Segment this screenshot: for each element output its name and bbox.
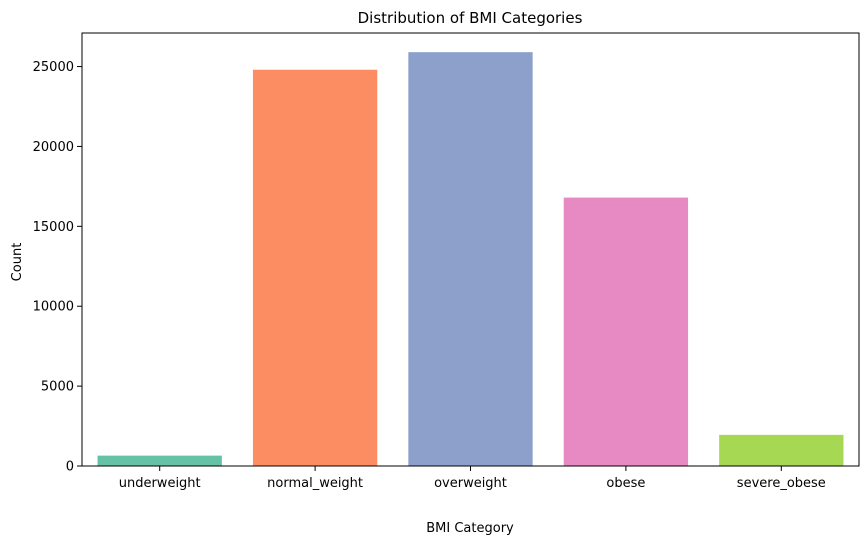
y-tick-label: 0 [66,460,74,475]
y-axis-label: Count [10,243,25,282]
bar-obese [563,197,689,466]
bar-severe-obese [719,434,844,466]
bar-underweight [97,455,222,466]
y-tick-label: 15000 [33,220,74,235]
bar-normal-weight [252,69,378,466]
y-tick-label: 5000 [41,380,74,395]
x-tick-label: normal_weight [267,476,363,491]
x-axis-label: BMI Category [426,521,514,536]
plot-frame [81,32,860,467]
x-tick-label: overweight [434,476,507,491]
y-tick-label: 25000 [33,60,74,75]
y-axis: 0 5000 10000 15000 20000 25000 [33,60,82,475]
x-tick-label: severe_obese [737,476,826,491]
y-tick-label: 20000 [33,140,74,155]
y-tick-label: 10000 [33,300,74,315]
x-axis: underweight normal_weight overweight obese s… [119,466,826,491]
bars-layer [97,52,844,466]
bar-overweight [408,52,533,466]
chart-title: Distribution of BMI Categories [358,9,583,27]
x-tick-label: obese [606,476,645,491]
x-tick-label: underweight [119,476,201,491]
